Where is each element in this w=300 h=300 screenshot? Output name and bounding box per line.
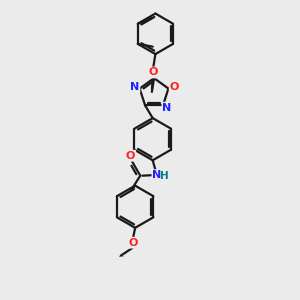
Text: O: O [128,238,138,248]
Text: O: O [148,68,158,77]
Text: O: O [170,82,179,92]
Text: N: N [152,170,162,180]
Text: N: N [162,103,172,113]
Text: methoxy: methoxy [119,256,125,257]
Text: N: N [130,82,140,92]
Text: O: O [126,151,135,161]
Text: H: H [160,171,169,181]
